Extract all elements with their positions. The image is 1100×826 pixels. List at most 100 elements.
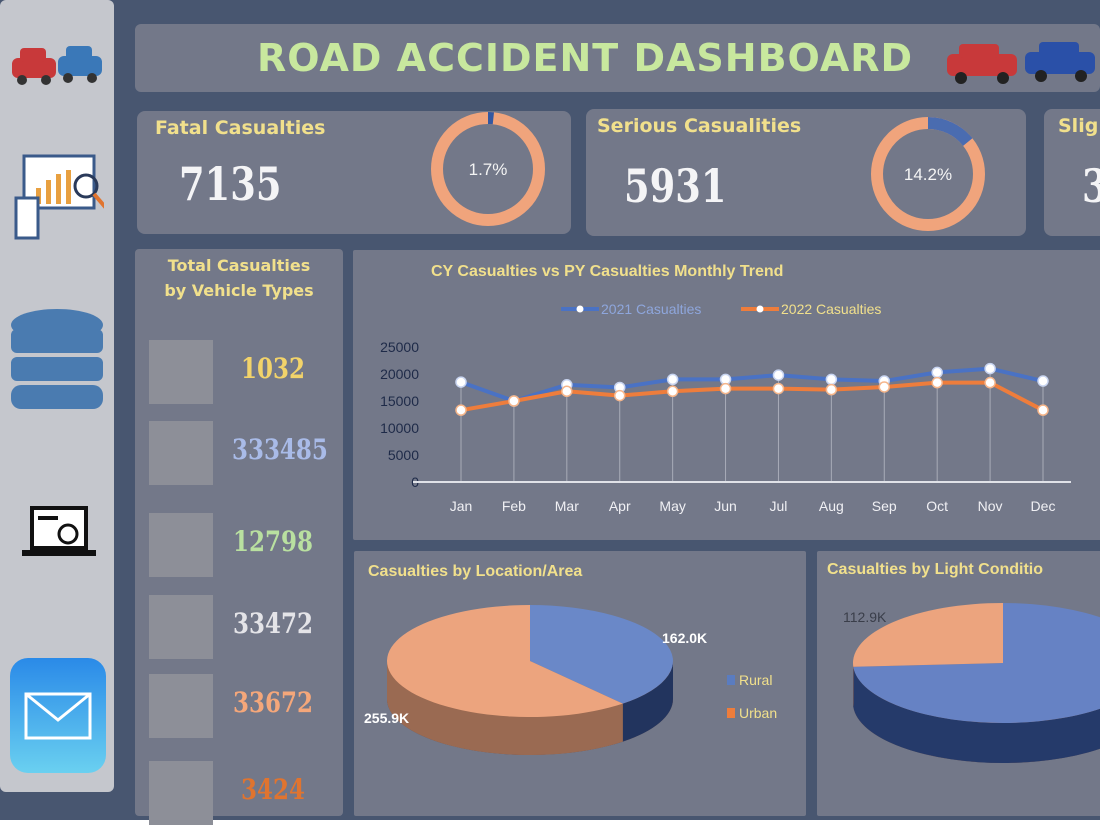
x-tick-label: Jan: [450, 498, 473, 514]
light-condition-panel: Casualties by Light Conditio 112.9K: [817, 551, 1100, 816]
x-tick-label: Sep: [872, 498, 897, 514]
kpi-fatal-card: Fatal Casualties 7135 1.7%: [137, 111, 571, 234]
database-icon[interactable]: [10, 305, 104, 415]
analytics-icon[interactable]: [10, 150, 108, 245]
mail-icon[interactable]: [10, 658, 106, 773]
data-point: [1037, 404, 1049, 416]
pie-slice-rural: [530, 605, 673, 704]
kpi-donut: 14.2%: [871, 117, 985, 231]
x-tick-label: Apr: [609, 498, 631, 514]
legend-swatch: [727, 675, 735, 685]
legend-label: Urban: [739, 705, 777, 721]
vehicle-count: 33672: [233, 686, 313, 719]
pie-slice-side: [853, 666, 1100, 763]
data-label: 162.0K: [662, 630, 707, 646]
data-point: [825, 383, 838, 396]
data-point: [508, 395, 520, 407]
data-point: [772, 382, 785, 395]
data-point: [666, 385, 679, 398]
kpi-percent: 14.2%: [904, 165, 952, 184]
sidebar: [0, 0, 114, 792]
kpi-label: Fatal Casualties: [155, 117, 326, 139]
kpi-value: 7135: [179, 157, 282, 211]
data-point: [455, 376, 467, 388]
y-tick-label: 25000: [380, 339, 419, 355]
bus-icon: [149, 513, 213, 577]
tractor-icon: [149, 340, 213, 404]
x-tick-label: Oct: [926, 498, 948, 514]
pie-slice-blue: [853, 603, 1100, 723]
van-icon: [149, 595, 213, 659]
vehicle-types-panel: Total Casualties by Vehicle Types 1032 333…: [135, 249, 343, 825]
x-tick-label: Aug: [819, 498, 844, 514]
kpi-percent: 1.7%: [469, 160, 508, 179]
vehicle-count: 12798: [233, 525, 313, 558]
pie-slice-side: [622, 661, 673, 742]
data-point: [1037, 375, 1049, 387]
kpi-label: Serious Casualities: [597, 115, 802, 137]
x-tick-label: Jun: [714, 498, 737, 514]
chart-title: Casualties by Location/Area: [368, 563, 582, 580]
chart-title: CY Casualties vs PY Casualties Monthly T…: [431, 263, 783, 280]
header-cars-icon: [945, 28, 1100, 88]
x-tick-label: Feb: [502, 498, 526, 514]
y-tick-label: 15000: [380, 393, 419, 409]
y-tick-label: 5000: [388, 447, 419, 463]
data-point: [931, 376, 943, 389]
legend-marker: [756, 305, 764, 313]
light-condition-pie-chart: Casualties by Light Conditio 112.9K: [827, 561, 1100, 763]
kpi-donut: 1.7%: [431, 112, 545, 226]
series-line: [460, 380, 1044, 413]
data-point: [825, 373, 838, 386]
y-tick-label: 20000: [380, 366, 419, 382]
location-panel: Casualties by Location/Area 162.0K 255.9K R…: [354, 551, 806, 816]
x-tick-label: Dec: [1031, 498, 1056, 514]
vehicle-count: 1032: [241, 352, 305, 385]
line-chart: CY Casualties vs PY Casualties Monthly T…: [380, 263, 1071, 514]
data-point: [719, 382, 732, 395]
data-point: [984, 362, 996, 375]
pie-slice-orange: [853, 603, 1003, 667]
panel-title: Total Casualties by Vehicle Types: [164, 256, 314, 300]
data-point: [561, 385, 573, 398]
data-label: 255.9K: [364, 710, 409, 726]
x-tick-label: May: [659, 498, 685, 514]
page-title: ROAD ACCIDENT DASHBOARD: [256, 36, 914, 80]
motorbike-icon: [149, 674, 213, 738]
data-point: [455, 404, 467, 416]
legend-label: 2021 Casualties: [601, 301, 701, 317]
x-tick-label: Mar: [555, 498, 579, 514]
kpi-value: 3: [1082, 159, 1100, 213]
header: ROAD ACCIDENT DASHBOARD: [135, 24, 1100, 92]
legend-swatch: [727, 708, 735, 718]
location-pie-chart: Casualties by Location/Area 162.0K 255.9K R…: [364, 563, 777, 755]
legend-label: 2022 Casualties: [781, 301, 881, 317]
kpi-donut-fill: [871, 117, 985, 231]
x-tick-label: Jul: [770, 498, 788, 514]
data-point: [613, 389, 626, 402]
pie-slice-side: [387, 661, 623, 755]
legend-marker: [576, 305, 584, 313]
data-point: [931, 366, 943, 379]
clipboard-icon: [149, 761, 213, 825]
kpi-serious-card: Serious Casualities 5931 14.2%: [586, 109, 1026, 236]
speedometer-laptop-icon[interactable]: [10, 500, 104, 570]
kpi-slight-card: Slig 3: [1044, 109, 1100, 236]
data-point: [772, 369, 785, 381]
series-line: [460, 366, 1044, 404]
car-icon: [149, 421, 213, 485]
data-point: [878, 381, 891, 393]
monthly-trend-panel: CY Casualties vs PY Casualties Monthly T…: [353, 250, 1100, 540]
data-point: [666, 373, 679, 386]
cars-icon[interactable]: [10, 30, 104, 90]
legend-label: Rural: [739, 672, 772, 688]
vehicle-count: 33472: [233, 607, 313, 640]
kpi-label: Slig: [1058, 115, 1099, 137]
data-label: 112.9K: [843, 609, 887, 625]
x-tick-label: Nov: [978, 498, 1003, 514]
pie-slice-urban: [387, 605, 623, 717]
y-tick-label: 10000: [380, 420, 419, 436]
kpi-value: 5931: [624, 159, 727, 213]
vehicle-count: 3424: [241, 773, 305, 806]
